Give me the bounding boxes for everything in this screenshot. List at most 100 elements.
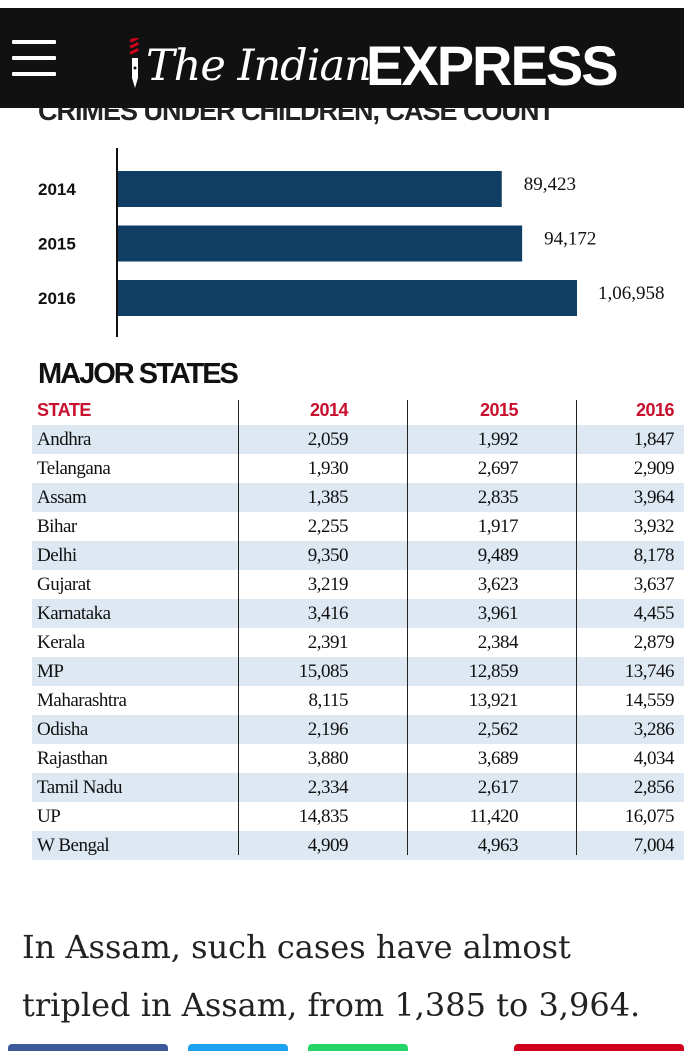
state-cell: Andhra	[37, 429, 91, 450]
table-row: Rajasthan 3,880 3,689 4,034	[32, 744, 684, 773]
table-row: Odisha 2,196 2,562 3,286	[32, 715, 684, 744]
value-2015-cell: 12,859	[468, 661, 519, 682]
value-2014-cell: 3,416	[307, 603, 349, 624]
value-2014-cell: 15,085	[298, 661, 349, 682]
logo-text-bold: EXPRESS	[366, 34, 619, 97]
table-row: UP 14,835 11,420 16,075	[32, 802, 684, 831]
value-2015-cell: 9,489	[477, 545, 519, 566]
logo-text-serif: The Indian	[146, 41, 372, 91]
table-row: Telangana 1,930 2,697 2,909	[32, 454, 684, 483]
table-row: W Bengal 4,909 4,963 7,004	[32, 831, 684, 860]
value-2016-cell: 3,637	[633, 574, 675, 595]
table-row: Bihar 2,255 1,917 3,932	[32, 512, 684, 541]
category-label: 2014	[38, 180, 76, 199]
value-2016-cell: 2,856	[633, 777, 675, 798]
more-share-button[interactable]	[514, 1044, 684, 1051]
state-cell: Rajasthan	[37, 748, 108, 769]
state-cell: Kerala	[37, 632, 85, 653]
share-bar	[0, 1044, 684, 1051]
value-2016-cell: 8,178	[633, 545, 675, 566]
value-2015-cell: 2,697	[477, 458, 519, 479]
twitter-share-button[interactable]	[188, 1044, 288, 1051]
header-2016: 2016	[635, 400, 675, 420]
table-row: Karnataka 3,416 3,961 4,455	[32, 599, 684, 628]
site-header: The Indian EXPRESS	[0, 8, 684, 108]
column-divider	[576, 400, 577, 855]
value-2015-cell: 4,963	[477, 835, 519, 856]
value-2014-cell: 3,219	[307, 574, 349, 595]
value-2016-cell: 16,075	[624, 806, 675, 827]
value-2014-cell: 2,196	[307, 719, 349, 740]
table-row: Maharashtra 8,115 13,921 14,559	[32, 686, 684, 715]
value-2015-cell: 1,917	[477, 516, 519, 537]
value-2014-cell: 1,930	[307, 458, 349, 479]
bar-value-label: 94,172	[544, 229, 596, 250]
value-2016-cell: 13,746	[624, 661, 675, 682]
value-2016-cell: 14,559	[624, 690, 675, 711]
table-row: Tamil Nadu 2,334 2,617 2,856	[32, 773, 684, 802]
value-2014-cell: 4,909	[307, 835, 349, 856]
header-state: STATE	[37, 400, 91, 420]
state-cell: Tamil Nadu	[37, 777, 122, 798]
value-2016-cell: 4,455	[633, 603, 675, 624]
value-2015-cell: 3,689	[477, 748, 519, 769]
category-label: 2015	[38, 235, 76, 254]
value-2015-cell: 13,921	[468, 690, 519, 711]
value-2016-cell: 2,909	[633, 458, 675, 479]
states-table: STATE 2014 2015 2016 Andhra 2,059 1,992 1,8…	[32, 396, 684, 860]
table-row: Andhra 2,059 1,992 1,847	[32, 425, 684, 454]
pen-nib-icon	[129, 38, 139, 88]
value-2015-cell: 11,420	[469, 806, 518, 827]
table-row: Delhi 9,350 9,489 8,178	[32, 541, 684, 570]
category-label: 2016	[38, 289, 76, 308]
state-cell: Karnataka	[37, 603, 111, 624]
states-table-title: MAJOR STATES	[38, 358, 239, 390]
bar-2016	[118, 280, 577, 316]
hamburger-menu-icon[interactable]	[12, 40, 56, 80]
state-cell: Odisha	[37, 719, 88, 740]
state-cell: Telangana	[37, 458, 111, 479]
value-2016-cell: 3,964	[633, 487, 675, 508]
table-row: Gujarat 3,219 3,623 3,637	[32, 570, 684, 599]
value-2014-cell: 1,385	[307, 487, 349, 508]
state-cell: W Bengal	[37, 835, 110, 856]
whatsapp-share-button[interactable]	[308, 1044, 408, 1051]
table-header-row: STATE 2014 2015 2016	[32, 396, 684, 425]
value-2014-cell: 2,059	[307, 429, 349, 450]
article-paragraph: In Assam, such cases have almost tripled…	[22, 928, 641, 1024]
value-2015-cell: 1,992	[477, 429, 519, 450]
bar-value-label: 89,423	[524, 174, 576, 195]
value-2016-cell: 3,932	[633, 516, 675, 537]
state-cell: Gujarat	[37, 574, 91, 595]
value-2014-cell: 3,880	[307, 748, 349, 769]
state-cell: UP	[37, 806, 61, 827]
state-cell: Maharashtra	[37, 690, 127, 711]
value-2016-cell: 4,034	[633, 748, 675, 769]
bar-2014	[118, 171, 502, 207]
facebook-share-button[interactable]	[8, 1044, 168, 1051]
value-2015-cell: 2,617	[477, 777, 519, 798]
bar-2015	[118, 225, 523, 262]
value-2016-cell: 1,847	[633, 429, 675, 450]
value-2015-cell: 3,623	[477, 574, 519, 595]
value-2014-cell: 14,835	[298, 806, 349, 827]
column-divider	[407, 400, 408, 855]
bar-value-label: 1,06,958	[598, 283, 665, 304]
header-2014: 2014	[309, 400, 349, 420]
state-cell: MP	[37, 661, 64, 682]
value-2016-cell: 7,004	[633, 835, 675, 856]
value-2015-cell: 2,835	[477, 487, 519, 508]
value-2016-cell: 3,286	[633, 719, 675, 740]
header-2015: 2015	[479, 400, 519, 420]
value-2014-cell: 9,350	[307, 545, 349, 566]
value-2015-cell: 3,961	[477, 603, 519, 624]
value-2014-cell: 2,255	[307, 516, 349, 537]
value-2014-cell: 2,334	[307, 777, 349, 798]
value-2014-cell: 8,115	[308, 690, 348, 711]
table-row: Kerala 2,391 2,384 2,879	[32, 628, 684, 657]
value-2015-cell: 2,562	[477, 719, 519, 740]
value-2015-cell: 2,384	[477, 632, 519, 653]
table-row: Assam 1,385 2,835 3,964	[32, 483, 684, 512]
column-divider	[238, 400, 239, 855]
value-2016-cell: 2,879	[633, 632, 675, 653]
